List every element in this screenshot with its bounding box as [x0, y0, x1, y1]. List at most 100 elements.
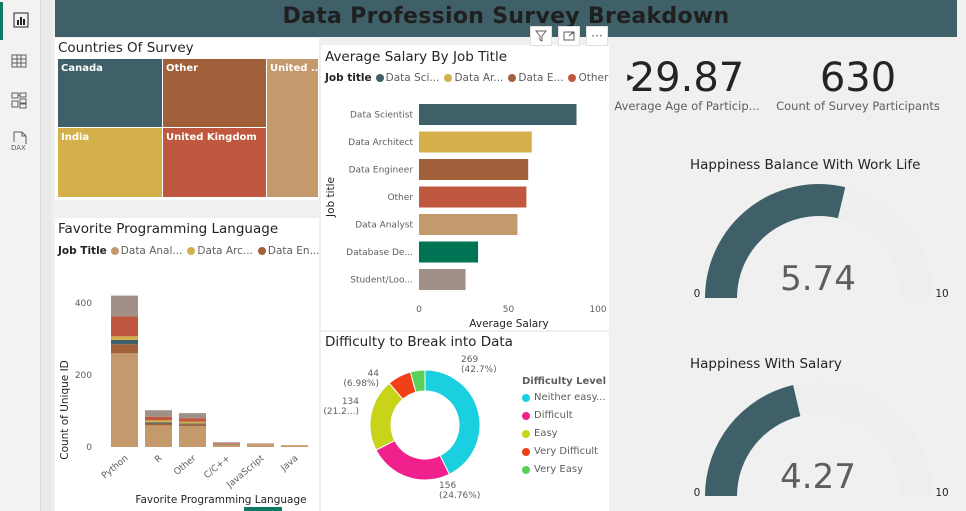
bar-segment[interactable] — [145, 422, 172, 424]
y-tick-label: Other — [387, 193, 413, 203]
bar-segment[interactable] — [111, 295, 138, 317]
bar-segment[interactable] — [179, 424, 206, 427]
legend-item[interactable]: Data Ar... — [444, 72, 503, 84]
difficulty-donut-visual[interactable]: Difficulty to Break into Data 269 (42.7%)… — [321, 332, 609, 511]
active-view-indicator — [0, 2, 3, 40]
donut-chart-title: Difficulty to Break into Data — [325, 334, 513, 350]
y-tick-label: Data Analyst — [355, 221, 413, 231]
donut-slice[interactable] — [375, 439, 451, 481]
bar-segment[interactable] — [111, 344, 138, 354]
bar-segment[interactable] — [247, 443, 274, 445]
bar-segment[interactable] — [111, 353, 138, 447]
report-view-button[interactable] — [0, 0, 41, 42]
x-tick-label: C/C++ — [202, 454, 232, 481]
legend-item[interactable]: Very Difficult — [522, 446, 606, 457]
bar-segment[interactable] — [179, 421, 206, 424]
legend-item[interactable]: Easy — [522, 428, 606, 439]
model-icon — [11, 92, 27, 109]
x-tick-label: Java — [279, 454, 301, 475]
slice-percent-label: (42.7%) — [461, 365, 497, 375]
salary-bar[interactable] — [419, 159, 529, 180]
bar-segment[interactable] — [145, 416, 172, 421]
legend-item[interactable]: Data E... — [508, 72, 563, 84]
lang-chart-legend: Job Title Data Anal... Data Arc... Data … — [58, 245, 334, 257]
focus-mode-button[interactable] — [558, 26, 580, 46]
y-tick-label: 200 — [75, 371, 92, 381]
bar-segment[interactable] — [111, 316, 138, 337]
bar-segment[interactable] — [247, 445, 274, 447]
lang-chart-x-axis-title: Favorite Programming Language — [135, 494, 306, 506]
gauge-value: 5.74 — [780, 259, 856, 299]
countries-treemap-visual[interactable]: Countries Of Survey Canada Other United … — [55, 38, 319, 200]
bar-segment[interactable] — [179, 423, 206, 425]
salary-bar[interactable] — [419, 186, 527, 208]
treemap-tile[interactable]: United Kingdom — [163, 128, 266, 197]
treemap-tile[interactable]: United ... — [267, 59, 318, 197]
y-tick-label: Data Architect — [348, 138, 413, 148]
donut-slice[interactable] — [409, 369, 426, 393]
table-grid-icon — [11, 54, 27, 68]
treemap-tile[interactable]: India — [58, 128, 162, 197]
slice-value-label: 269 — [461, 355, 478, 365]
kpi-label: Count of Survey Participants — [776, 99, 940, 113]
salary-chart-title: Average Salary By Job Title — [325, 49, 507, 65]
bar-chart-icon — [13, 12, 29, 28]
bar-segment[interactable] — [145, 420, 172, 423]
bar-segment[interactable] — [213, 444, 240, 447]
average-age-card[interactable]: 29.87 Average Age of Particip... — [612, 55, 762, 113]
gauge-title: Happiness With Salary — [690, 356, 842, 372]
y-tick-label: Database De... — [346, 248, 413, 258]
bar-segment[interactable] — [179, 418, 206, 422]
programming-language-visual[interactable]: Favorite Programming Language Job Title … — [55, 218, 334, 511]
slice-percent-label: (24.76%) — [439, 491, 480, 501]
donut-slice[interactable] — [424, 369, 481, 475]
salary-bar[interactable] — [419, 214, 518, 235]
salary-chart-y-axis-title: Job title — [325, 177, 337, 218]
focus-mode-icon — [563, 31, 575, 41]
salary-bar[interactable] — [419, 269, 466, 290]
salary-bar[interactable] — [419, 104, 577, 125]
participant-count-card[interactable]: 630 Count of Survey Participants — [776, 55, 940, 113]
legend-item[interactable]: Data Sci... — [375, 72, 439, 84]
slice-value-label: 44 — [368, 369, 380, 379]
bar-segment[interactable] — [145, 425, 172, 447]
salary-happiness-gauge[interactable]: 4.27 0 10 — [690, 372, 950, 497]
legend-item[interactable]: Data Anal... — [110, 245, 182, 257]
slice-percent-label: (21.2...) — [323, 407, 359, 417]
bar-segment[interactable] — [213, 443, 240, 444]
treemap-title: Countries Of Survey — [58, 40, 194, 56]
visual-header-toolbar: ··· — [530, 26, 608, 46]
bar-segment[interactable] — [213, 442, 240, 444]
legend-item[interactable]: Data En... — [257, 245, 320, 257]
bar-segment[interactable] — [145, 423, 172, 426]
bar-segment[interactable] — [111, 339, 138, 345]
salary-chart-x-axis-title: Average Salary — [469, 318, 548, 330]
y-tick-label: 0 — [86, 443, 92, 453]
bar-segment[interactable] — [111, 336, 138, 340]
x-tick-label: 0 — [416, 305, 422, 315]
bar-segment[interactable] — [281, 445, 308, 447]
model-view-button[interactable] — [9, 90, 31, 112]
work-life-gauge[interactable]: 5.74 0 10 — [690, 178, 950, 303]
scrollbar-thumb[interactable] — [244, 507, 282, 511]
legend-item[interactable]: Neither easy... — [522, 392, 606, 403]
legend-item[interactable]: Data Arc... — [187, 245, 253, 257]
salary-bar[interactable] — [419, 241, 479, 263]
bar-segment[interactable] — [179, 426, 206, 447]
average-salary-visual[interactable]: Average Salary By Job Title Job title Da… — [321, 45, 634, 330]
bar-segment[interactable] — [145, 410, 172, 417]
salary-bar[interactable] — [419, 131, 532, 153]
legend-next-arrow-icon[interactable]: ▶ — [627, 73, 635, 83]
table-view-button[interactable] — [9, 51, 31, 73]
dax-query-view-button[interactable]: DAX — [9, 130, 31, 152]
lang-chart-plot: Count of Unique ID Favorite Programming … — [59, 295, 308, 511]
slice-percent-label: (6.98%) — [343, 379, 379, 389]
legend-item[interactable]: Other — [568, 72, 608, 84]
more-options-button[interactable]: ··· — [586, 26, 608, 46]
legend-item[interactable]: Difficult — [522, 410, 606, 421]
filter-button[interactable] — [530, 26, 552, 46]
treemap-tile[interactable]: Canada — [58, 59, 162, 127]
legend-item[interactable]: Very Easy — [522, 464, 606, 475]
bar-segment[interactable] — [179, 413, 206, 419]
treemap-tile[interactable]: Other — [163, 59, 266, 127]
